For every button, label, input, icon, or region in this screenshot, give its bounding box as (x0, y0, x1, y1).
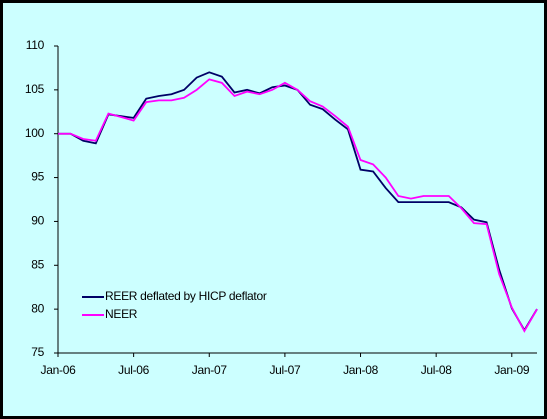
series-line (58, 78, 538, 333)
x-tick-label: Jan-07 (192, 363, 228, 377)
x-tick-label: Jul-06 (118, 363, 150, 377)
y-tick-label: 100 (25, 126, 45, 140)
x-tick-label: Jan-06 (41, 363, 77, 377)
y-tick-label: 105 (25, 82, 45, 96)
y-tick-label: 85 (31, 257, 44, 271)
x-tick-label: Jul-07 (269, 363, 301, 377)
x-tick-label: Jan-09 (494, 363, 530, 377)
y-tick-label: 95 (31, 170, 44, 184)
y-tick-label: 75 (31, 345, 44, 359)
legend-label: NEER (105, 307, 138, 321)
y-tick-label: 80 (31, 301, 44, 315)
x-tick-label: Jul-08 (421, 363, 453, 377)
x-tick-label: Jan-08 (343, 363, 379, 377)
y-tick-label: 110 (26, 38, 45, 52)
legend-label: REER deflated by HICP deflator (105, 289, 267, 303)
y-tick-label: 90 (31, 214, 44, 228)
